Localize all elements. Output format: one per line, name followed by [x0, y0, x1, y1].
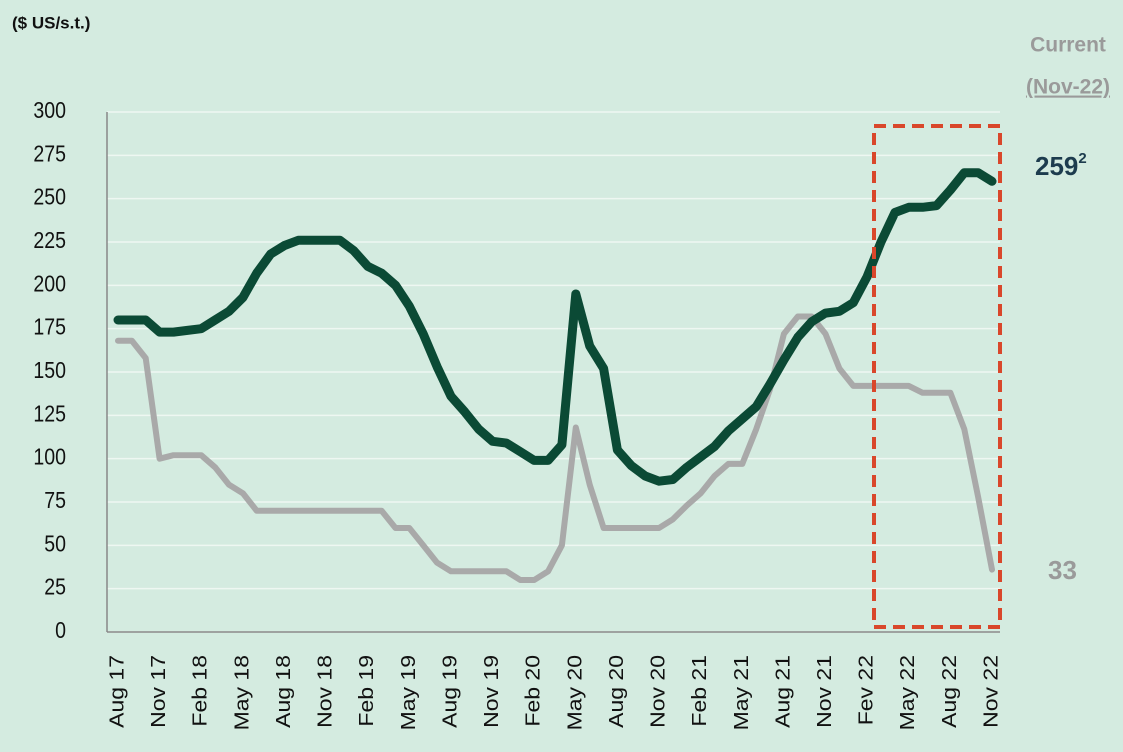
end-label: 2592	[1035, 150, 1087, 181]
y-tick-label: 50	[44, 531, 66, 557]
lines	[113, 168, 997, 583]
x-tick-label: Nov 18	[313, 655, 337, 728]
y-tick-label: 25	[44, 574, 66, 600]
current-header: Current	[1030, 34, 1106, 57]
end-label-value: 259	[1035, 151, 1078, 181]
y-tick-label: 300	[33, 98, 66, 124]
x-tick-label: Aug 18	[271, 655, 295, 728]
y-tick-label: 150	[33, 358, 66, 384]
x-tick-label: Nov 22	[979, 655, 1003, 728]
x-tick-label: Feb 20	[521, 655, 545, 727]
y-tick-label: 200	[33, 271, 66, 297]
x-tick-label: Nov 17	[146, 655, 170, 728]
series-line	[115, 313, 995, 583]
y-tick-label: 175	[33, 314, 66, 340]
highlight-box	[872, 124, 1002, 629]
x-tick-label: Feb 21	[687, 655, 711, 727]
x-tick-label: Aug 21	[770, 655, 794, 728]
x-tick-label: Aug 19	[438, 655, 462, 728]
end-label-superscript: 2	[1078, 150, 1086, 167]
x-tick-label: Nov 21	[812, 655, 836, 728]
x-tick-label: May 19	[396, 655, 420, 730]
y-tick-label: 275	[33, 141, 66, 167]
x-tick-label: Aug 22	[937, 655, 961, 728]
x-tick-label: Nov 19	[479, 655, 503, 728]
x-tick-label: Feb 18	[188, 655, 212, 727]
x-tick-label: Feb 19	[354, 655, 378, 727]
x-tick-label: Nov 20	[646, 655, 670, 728]
x-tick-label: Fev 22	[854, 655, 878, 725]
y-tick-label: 125	[33, 401, 66, 427]
grid	[107, 111, 1000, 633]
x-tick-label: May 20	[562, 655, 586, 730]
y-tick-label: 75	[44, 488, 66, 514]
x-tick-label: Aug 20	[604, 655, 628, 728]
unit-label: ($ US/s.t.)	[12, 13, 90, 32]
y-tick-label: 250	[33, 184, 66, 210]
y-tick-label: 0	[55, 618, 66, 644]
current-date: (Nov-22)	[1026, 76, 1110, 99]
end-label: 33	[1048, 555, 1077, 585]
y-tick-label: 225	[33, 228, 66, 254]
x-tick-label: May 18	[229, 655, 253, 730]
series-line	[113, 168, 997, 486]
y-tick-label: 100	[33, 444, 66, 470]
x-tick-label: Aug 17	[105, 655, 129, 728]
x-tick-label: May 21	[729, 655, 753, 730]
x-tick-label: May 22	[895, 655, 919, 730]
